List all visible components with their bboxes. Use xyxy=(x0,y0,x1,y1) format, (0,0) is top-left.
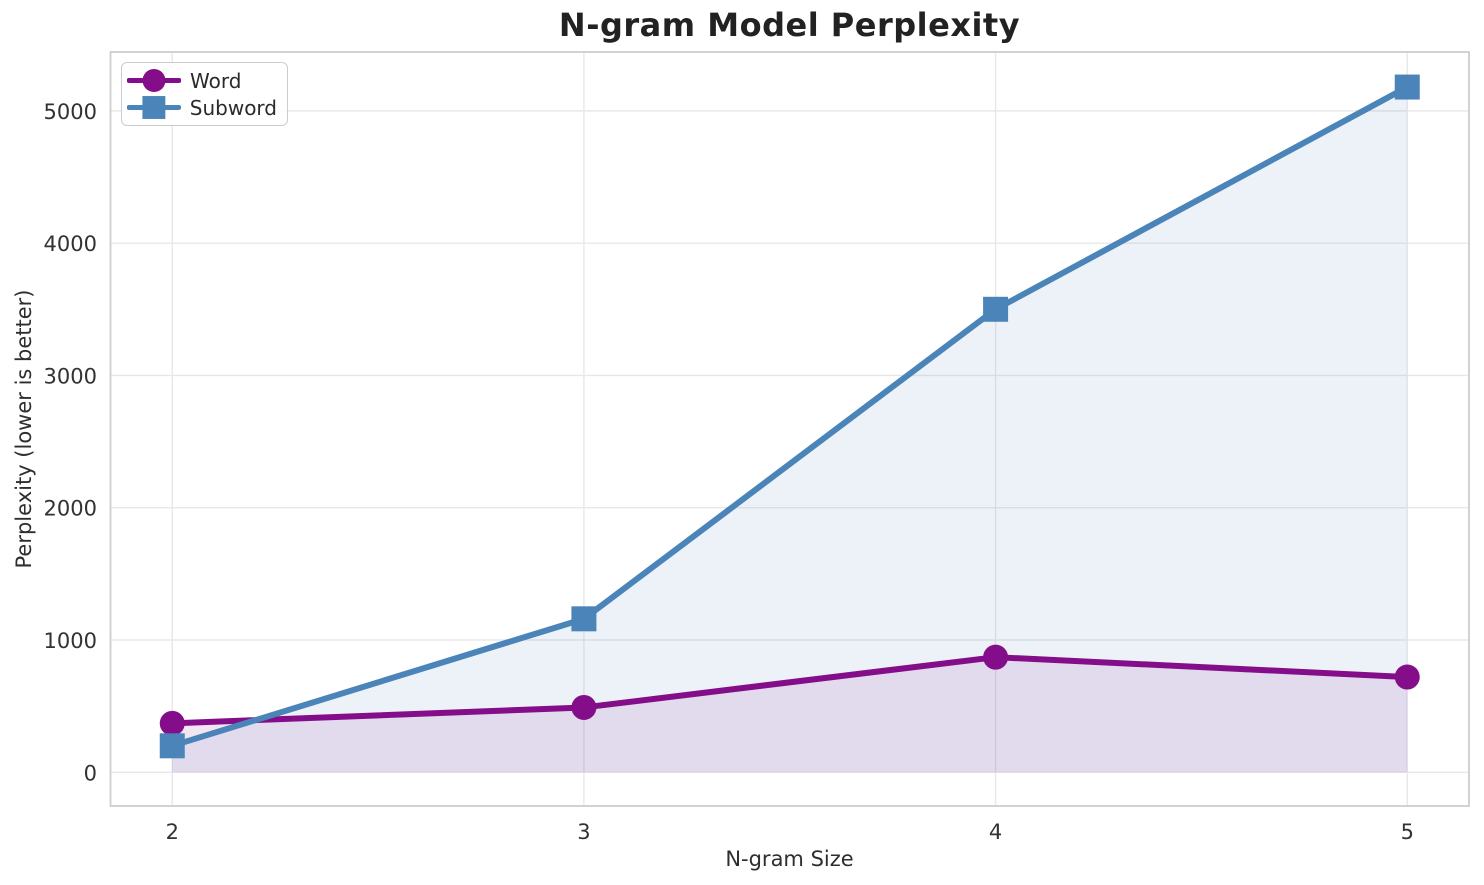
marker-word xyxy=(159,710,185,736)
y-tick-label: 3000 xyxy=(44,364,97,388)
marker-subword xyxy=(571,606,597,632)
y-tick-label: 1000 xyxy=(44,629,97,653)
legend: Word Subword xyxy=(121,62,288,126)
subword-line-square-icon xyxy=(127,96,181,119)
x-tick-label: 4 xyxy=(989,820,1002,844)
line-word xyxy=(169,654,1411,727)
area-fill-subword xyxy=(172,87,1408,773)
legend-item-subword: Subword xyxy=(127,94,277,121)
legend-item-word: Word xyxy=(127,67,277,94)
marker-word xyxy=(983,644,1009,670)
y-tick-label: 5000 xyxy=(44,100,97,124)
marker-subword xyxy=(983,296,1009,322)
marker-word xyxy=(571,694,597,720)
y-axis-label: Perplexity (lower is better) xyxy=(12,289,36,569)
chart-title: N-gram Model Perplexity xyxy=(558,6,1021,44)
word-line-circle-icon xyxy=(127,69,181,92)
plot-border xyxy=(109,51,1470,807)
x-tick-label: 2 xyxy=(166,820,179,844)
x-axis-label: N-gram Size xyxy=(725,847,854,871)
marker-word xyxy=(1394,664,1420,690)
y-tick-label: 4000 xyxy=(44,232,97,256)
area-fill-word xyxy=(172,657,1408,773)
x-tick-label: 3 xyxy=(577,820,590,844)
legend-label-subword: Subword xyxy=(189,95,277,120)
line-subword xyxy=(169,84,1411,749)
y-tick-label: 0 xyxy=(84,761,97,785)
y-tick-label: 2000 xyxy=(44,497,97,521)
marker-subword xyxy=(159,733,185,759)
x-tick-label: 5 xyxy=(1401,820,1414,844)
marker-subword xyxy=(1394,74,1420,100)
legend-label-word: Word xyxy=(190,68,242,93)
